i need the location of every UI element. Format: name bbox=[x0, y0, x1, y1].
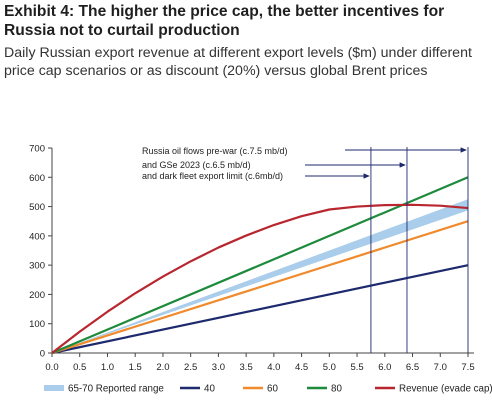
series-band-reported-range bbox=[52, 199, 468, 353]
legend-swatch bbox=[44, 385, 64, 391]
legend-label: 60 bbox=[267, 384, 278, 395]
y-tick-label: 300 bbox=[29, 261, 45, 272]
y-tick-label: 200 bbox=[29, 290, 45, 301]
x-tick-label: 2.5 bbox=[184, 362, 197, 373]
axes: 0 100 200 300 400 500 600 700 0.0 0.5 1.0 1.5 2.0 2.5… bbox=[29, 144, 474, 374]
y-tick-label: 100 bbox=[29, 319, 45, 330]
legend: 65-70 Reported range 40 60 80 Revenue (evade… bbox=[44, 384, 492, 395]
plot-area bbox=[51, 176, 469, 355]
legend-label: 65-70 Reported range bbox=[68, 384, 164, 395]
y-tick-label: 600 bbox=[29, 173, 45, 184]
annotations: Russia oil flows pre-war (c.7.5 mb/d) and… bbox=[142, 146, 469, 353]
annotation-label: and dark fleet export limit (c.6mb/d) bbox=[142, 171, 283, 181]
x-tick-label: 6.0 bbox=[378, 362, 391, 373]
legend-label: 40 bbox=[204, 384, 215, 395]
x-tick-label: 3.5 bbox=[240, 362, 253, 373]
y-tick-label: 0 bbox=[40, 349, 45, 360]
series-line-revenue-evade-cap- bbox=[51, 203, 469, 354]
legend-label: Revenue (evade cap) bbox=[399, 384, 492, 395]
x-tick-label: 5.5 bbox=[350, 362, 363, 373]
x-tick-label: 7.0 bbox=[434, 362, 447, 373]
page-subtitle: Daily Russian export revenue at differen… bbox=[4, 45, 472, 79]
x-tick-label: 0.0 bbox=[45, 362, 58, 373]
annotation-label: Russia oil flows pre-war (c.7.5 mb/d) bbox=[142, 146, 288, 156]
x-tick-label: 3.0 bbox=[212, 362, 225, 373]
series-line-40 bbox=[51, 264, 469, 355]
x-tick-label: 4.5 bbox=[295, 362, 308, 373]
x-tick-label: 2.0 bbox=[156, 362, 169, 373]
x-tick-label: 1.5 bbox=[129, 362, 142, 373]
legend-label: 80 bbox=[331, 384, 342, 395]
x-tick-label: 7.5 bbox=[461, 362, 474, 373]
x-tick-label: 4.0 bbox=[267, 362, 280, 373]
x-tick-label: 1.0 bbox=[101, 362, 114, 373]
y-tick-label: 400 bbox=[29, 231, 45, 242]
y-tick-label: 700 bbox=[29, 144, 45, 155]
x-tick-label: 5.0 bbox=[323, 362, 336, 373]
y-tick-label: 500 bbox=[29, 202, 45, 213]
x-tick-label: 6.5 bbox=[406, 362, 419, 373]
annotation-label: and GSe 2023 (c.6.5 mb/d) bbox=[142, 160, 251, 170]
x-tick-label: 0.5 bbox=[73, 362, 86, 373]
page-title: Exhibit 4: The higher the price cap, the… bbox=[4, 3, 445, 39]
series-line-80 bbox=[51, 176, 469, 355]
series-line-60 bbox=[51, 220, 469, 355]
